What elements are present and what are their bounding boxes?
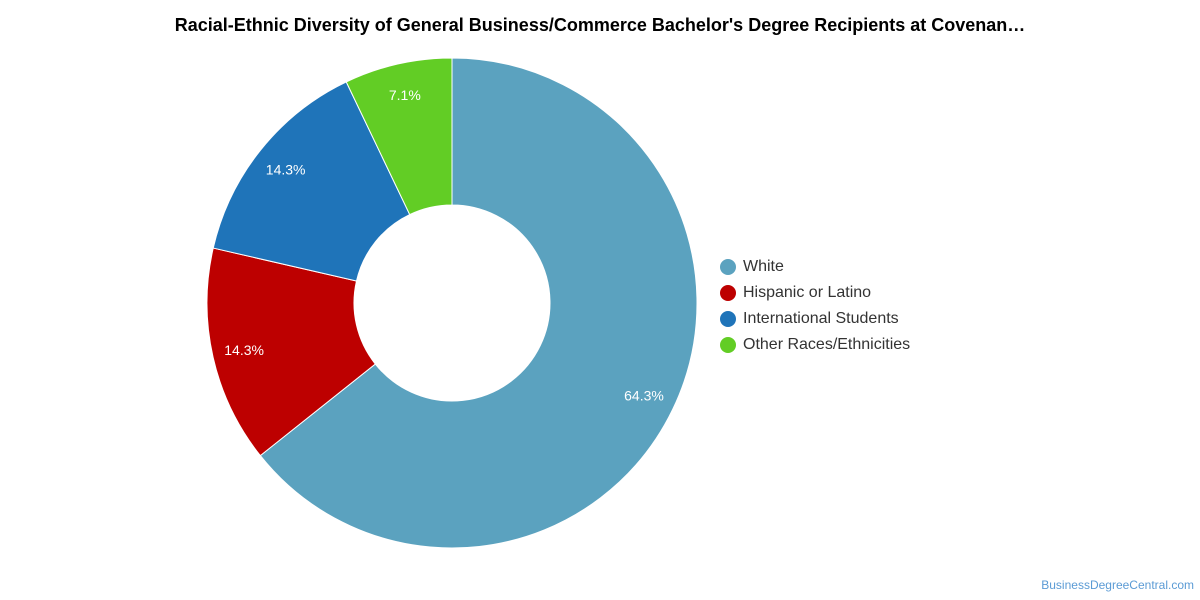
legend-item-other-races-ethnicities[interactable]: Other Races/Ethnicities <box>720 332 910 358</box>
legend-label-white: White <box>743 258 784 275</box>
legend-swatch-hispanic-or-latino <box>720 285 736 301</box>
chart-legend: White Hispanic or Latino International S… <box>720 254 910 358</box>
chart-title: Racial-Ethnic Diversity of General Busin… <box>174 15 1026 35</box>
watermark-link[interactable]: BusinessDegreeCentral.com <box>1041 578 1194 592</box>
slice-label-hispanic-or-latino: 14.3% <box>224 342 264 358</box>
legend-item-hispanic-or-latino[interactable]: Hispanic or Latino <box>720 280 910 306</box>
slice-other-races-ethnicities[interactable] <box>345 57 453 216</box>
slice-white[interactable] <box>259 57 698 549</box>
legend-label-hispanic-or-latino: Hispanic or Latino <box>743 284 872 301</box>
legend-label-other-races-ethnicities: Other Races/Ethnicities <box>743 336 911 353</box>
slice-label-white: 64.3% <box>624 388 664 404</box>
legend-swatch-white <box>720 259 736 275</box>
legend-item-white[interactable]: White <box>720 254 910 280</box>
slice-label-international-students: 14.3% <box>266 162 306 178</box>
slice-label-other-races-ethnicities: 7.1% <box>389 87 421 103</box>
slice-hispanic-or-latino[interactable] <box>206 247 377 457</box>
legend-item-international-students[interactable]: International Students <box>720 306 910 332</box>
legend-label-international-students: International Students <box>743 310 899 327</box>
slice-international-students[interactable] <box>212 81 411 282</box>
legend-swatch-other-races-ethnicities <box>720 337 736 353</box>
legend-swatch-international-students <box>720 311 736 327</box>
